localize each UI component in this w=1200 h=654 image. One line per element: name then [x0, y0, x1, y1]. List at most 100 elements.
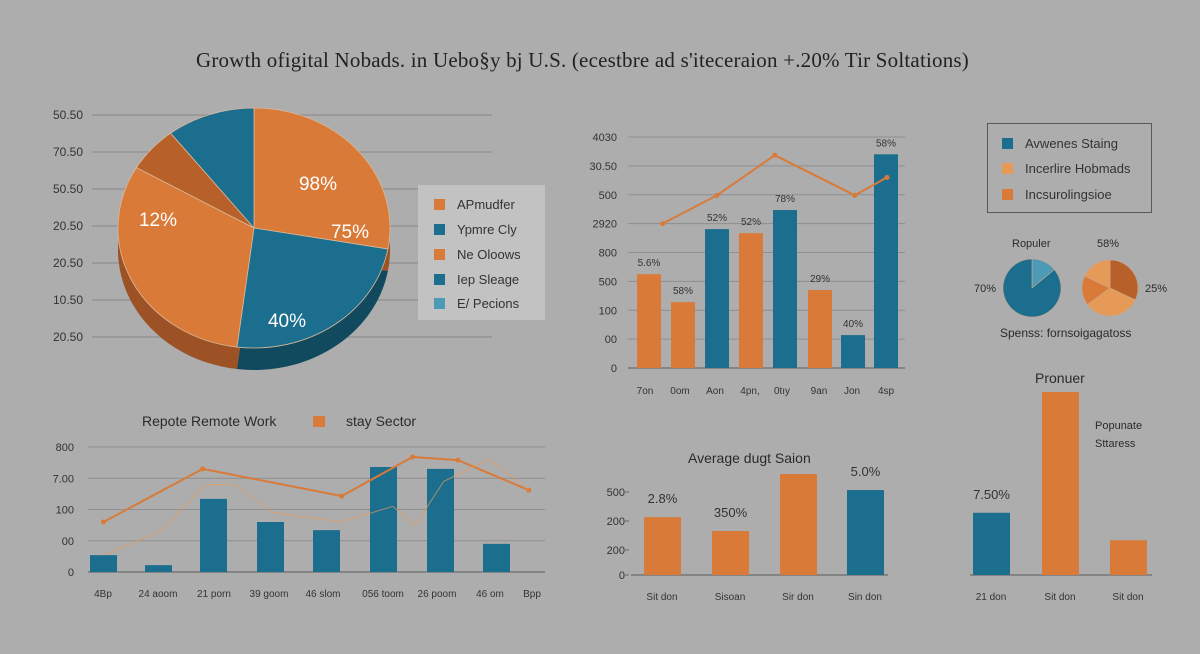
x-tick-label: Sit don: [1112, 592, 1143, 603]
pie-slice-label: 98%: [299, 174, 337, 195]
bar: [841, 335, 865, 368]
trend-point: [339, 493, 345, 499]
y-tick-label: 2920: [593, 219, 617, 231]
y-tick-label: 0: [611, 363, 617, 375]
y-tick-label: 50.50: [53, 182, 83, 196]
bar-value-label: 7.50%: [973, 487, 1010, 502]
chart-title: Pronuer: [1035, 370, 1085, 386]
small-pie-slice: [1086, 287, 1136, 317]
trend-point: [852, 192, 858, 198]
x-tick-label: 7on: [637, 386, 654, 397]
chart-annotation: Popunate Sttaress: [1095, 417, 1142, 453]
bar-value-label: 40%: [843, 319, 863, 330]
chart-title: Average dugt Saion: [688, 450, 811, 466]
pie-slice: [253, 107, 391, 250]
y-tick-label: 20.50: [53, 330, 83, 344]
y-tick-label: 800: [599, 248, 617, 260]
legend-item: Iep Sleage: [434, 272, 519, 287]
y-tick-label: 30.50: [589, 161, 617, 173]
legend-swatch: [434, 274, 445, 285]
legend-swatch: [434, 298, 445, 309]
pie-legend: APmudfer Ypmre Cly Ne Oloows Iep Sleage …: [418, 185, 545, 320]
bar: [1110, 540, 1147, 575]
legend-item: APmudfer: [434, 197, 515, 212]
x-tick-label: Sin don: [848, 592, 882, 603]
annotation-line: Popunate: [1095, 420, 1143, 432]
legend-swatch: [434, 224, 445, 235]
legend-label: Iep Sleage: [457, 272, 520, 287]
x-tick-label: 0om: [670, 386, 689, 397]
bar: [483, 543, 510, 572]
bar-value-label: 52%: [741, 217, 761, 228]
x-tick-label: 4sp: [878, 386, 895, 397]
trend-point: [101, 519, 106, 525]
small-pies-legend: Avwenes Staing Incerlire Hobmads Incsuro…: [987, 123, 1152, 213]
legend-item: Ne Oloows: [434, 247, 521, 262]
bar: [1042, 392, 1079, 575]
x-tick-label: Sit don: [1044, 592, 1075, 603]
x-tick-label: 4Bp: [94, 589, 112, 600]
small-pie-slice: [1084, 259, 1111, 289]
trend-point: [200, 466, 206, 472]
pie-slice: [236, 227, 389, 349]
x-tick-label: Sit don: [646, 592, 677, 603]
trend-line: [103, 455, 530, 523]
legend-swatch: [434, 199, 445, 210]
y-tick-label: 200: [607, 516, 625, 528]
bar-value-label: 78%: [775, 194, 795, 205]
y-tick-label: 00: [605, 334, 617, 346]
bar: [313, 530, 340, 572]
bar: [370, 467, 397, 572]
x-tick-label: 39 goom: [250, 589, 289, 600]
legend-label: Ypmre Cly: [457, 222, 517, 237]
x-tick-label: Sisoan: [715, 592, 746, 603]
legend-label: Avwenes Staing: [1025, 136, 1118, 151]
trend-point: [884, 174, 890, 180]
x-tick-label: 21 don: [976, 592, 1007, 603]
legend-label: Ne Oloows: [457, 247, 521, 262]
bar: [739, 233, 763, 368]
bar: [671, 302, 695, 368]
bar: [712, 531, 749, 575]
y-tick-label: 20.50: [53, 256, 83, 270]
x-tick-label: 056 toom: [362, 589, 404, 600]
small-pie-slice: [1002, 258, 1062, 318]
y-tick-label: 0: [68, 567, 74, 579]
small-pies-caption: Spenss: fornsoigagatoss: [1000, 326, 1132, 340]
bar: [90, 555, 117, 572]
legend-swatch: [1002, 189, 1013, 200]
x-tick-label: 26 poom: [418, 589, 457, 600]
bar: [808, 290, 832, 368]
bar-value-label: 2.8%: [648, 491, 678, 506]
trend-point: [772, 152, 778, 158]
x-tick-label: 46 slom: [305, 589, 340, 600]
bar: [874, 154, 898, 368]
bar: [705, 229, 729, 368]
y-tick-label: 500: [607, 487, 625, 499]
legend-item: Incerlire Hobmads: [1002, 161, 1131, 176]
small-pie-title: 58%: [1097, 238, 1120, 250]
bar-value-label: 58%: [673, 286, 693, 297]
y-tick-label: 100: [599, 305, 617, 317]
legend-item: Ypmre Cly: [434, 222, 517, 237]
bar: [973, 512, 1010, 575]
pie-slice: [117, 167, 255, 348]
legend-item: Avwenes Staing: [1002, 136, 1118, 151]
legend-item: E/ Pecions: [434, 296, 519, 311]
x-tick-label: 46 om: [476, 589, 504, 600]
bar: [145, 565, 172, 572]
trend-point: [714, 192, 720, 198]
y-tick-label: 500: [599, 276, 617, 288]
page-title: Growth ofigital Nobads. in Uebo§y bj U.S…: [196, 48, 969, 72]
x-tick-label: 21 porn: [197, 589, 231, 600]
annotation-line: Sttaress: [1095, 438, 1136, 450]
y-tick-label: 7.00: [53, 473, 74, 485]
bar-value-label: 5.0%: [851, 464, 881, 479]
trend-line: [103, 458, 530, 556]
bar-chart-legend-label: Repote Remote Work: [142, 413, 277, 429]
y-tick-label: 50.50: [53, 108, 83, 122]
pie-slice-label: 40%: [268, 311, 306, 332]
bar: [780, 474, 817, 575]
legend-label: E/ Pecions: [457, 296, 520, 311]
